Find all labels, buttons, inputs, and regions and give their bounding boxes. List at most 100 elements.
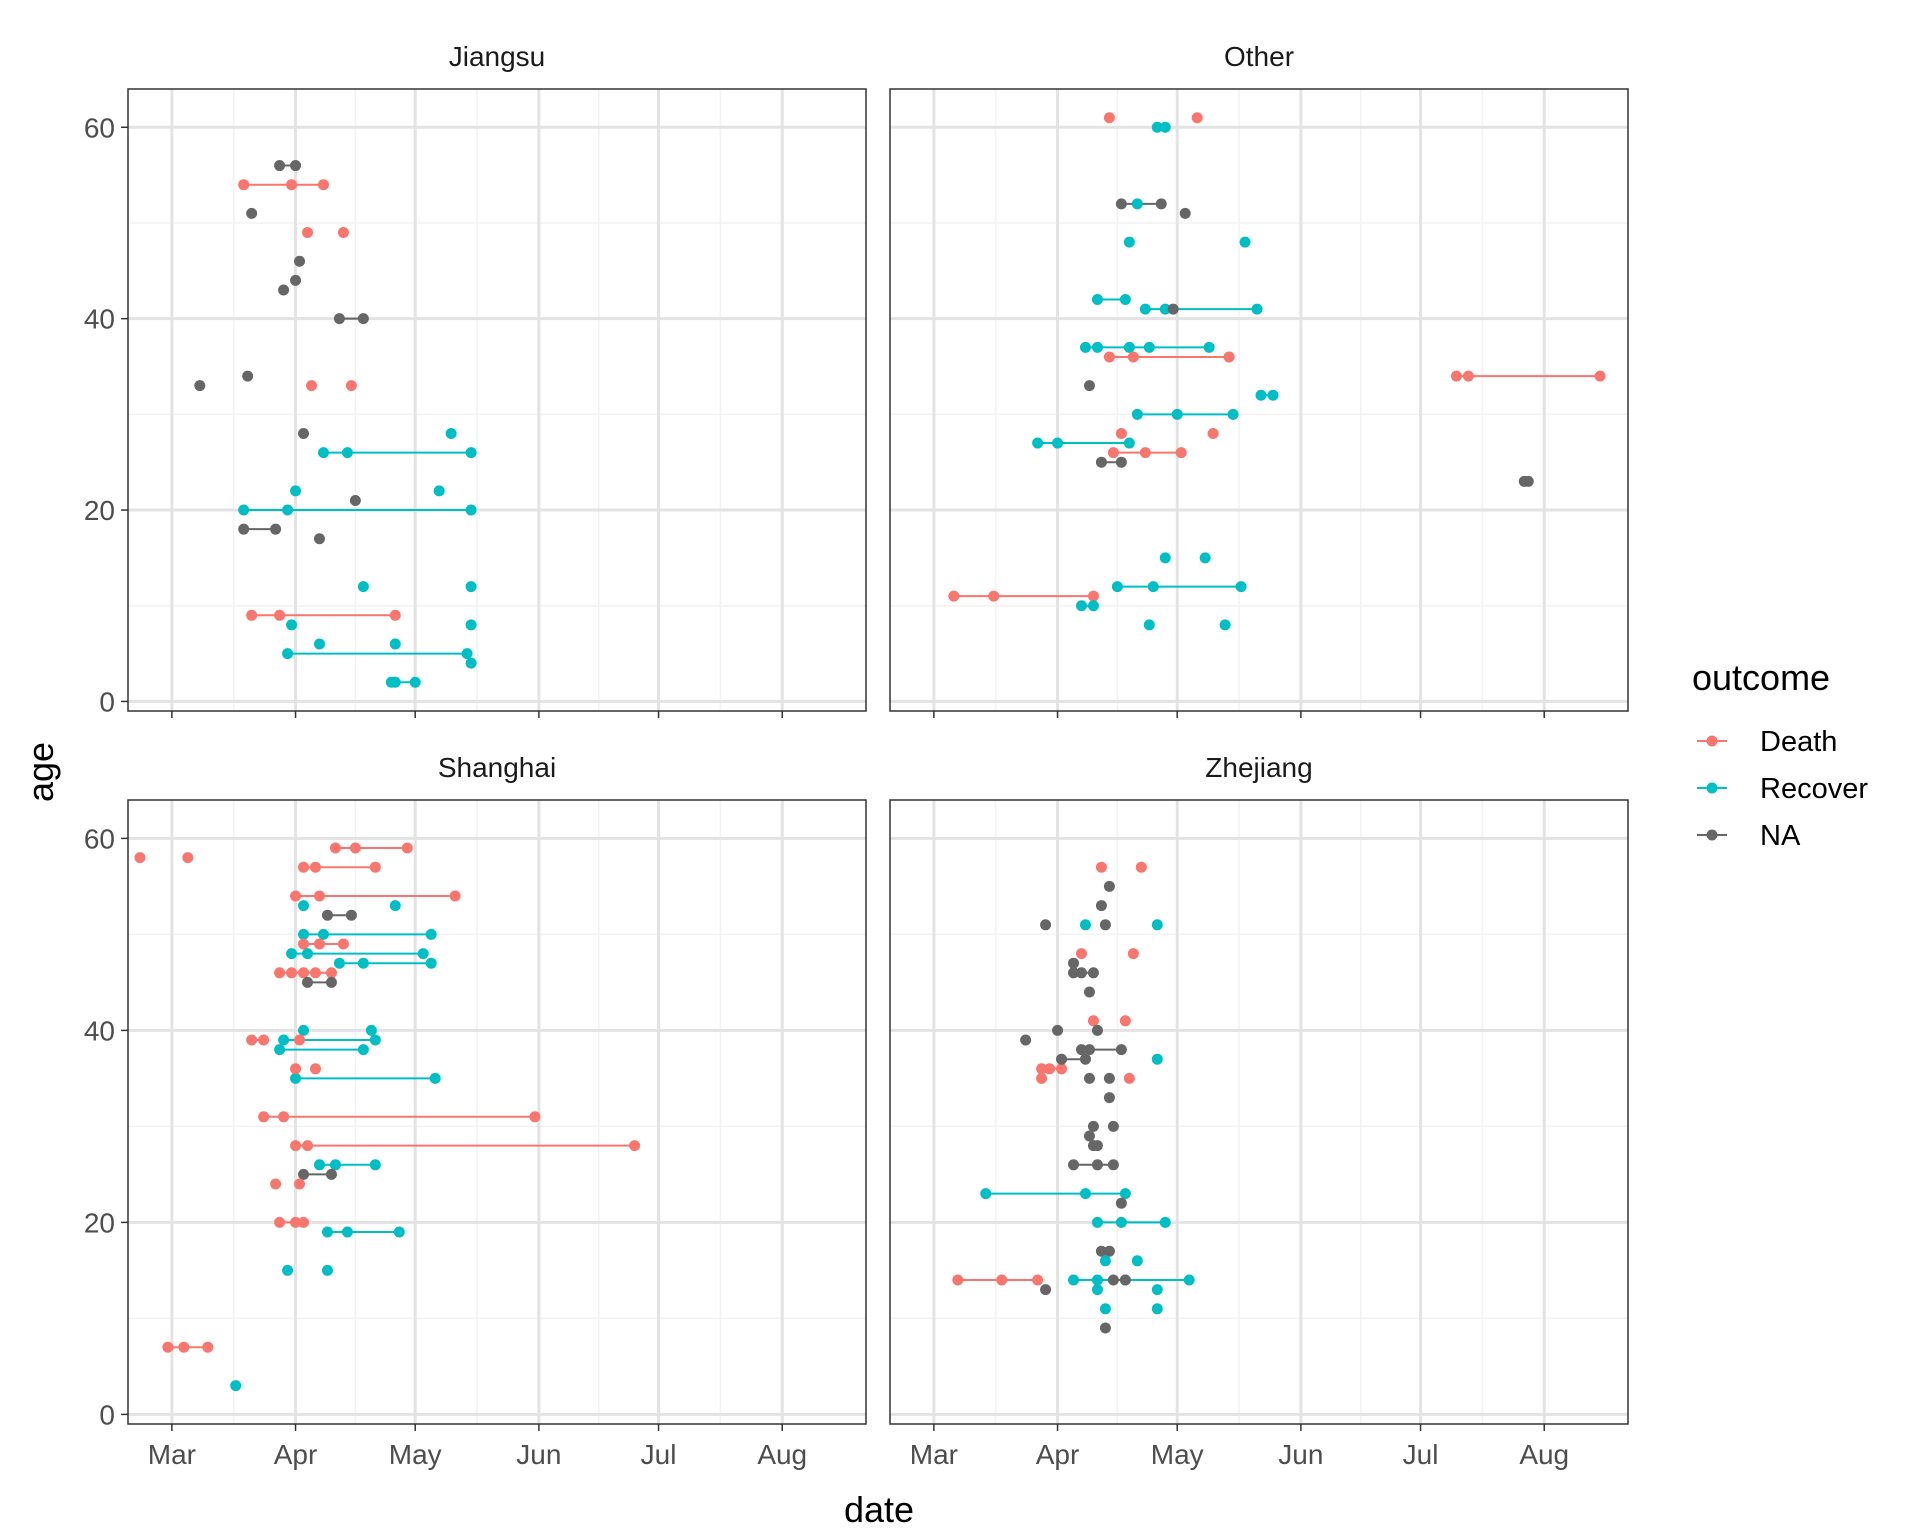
series-group-death-11 bbox=[1107, 447, 1187, 459]
series-group-na-24 bbox=[1052, 1024, 1064, 1036]
data-point-na-5-2 bbox=[1107, 1159, 1119, 1171]
data-point-death-6-2 bbox=[389, 609, 401, 621]
data-point-recover-3-1 bbox=[341, 447, 353, 459]
series-group-na-5 bbox=[1068, 1159, 1119, 1171]
data-point-death-11-0 bbox=[1107, 447, 1119, 459]
data-point-recover-3-1 bbox=[1091, 1274, 1103, 1286]
data-point-death-3-2 bbox=[449, 890, 461, 902]
series-group-recover-5 bbox=[1139, 303, 1263, 315]
facets-layer: Jiangsu 0 20 40 60 Other Shanghai 0 20 40 60 Mar Apr… bbox=[84, 41, 1629, 1470]
data-point-death-9-3 bbox=[309, 967, 321, 979]
data-point-na-16-0 bbox=[1099, 919, 1111, 931]
data-point-na-4-0 bbox=[321, 909, 333, 921]
series-group-recover-27 bbox=[1199, 552, 1211, 564]
series-group-na-32 bbox=[1103, 1092, 1115, 1104]
series-group-na-18 bbox=[298, 1168, 337, 1180]
data-point-death-1-1 bbox=[1462, 370, 1474, 382]
data-point-recover-17-0 bbox=[1151, 919, 1163, 931]
data-point-recover-4-2 bbox=[465, 504, 477, 516]
data-point-death-11-0 bbox=[1135, 861, 1147, 873]
data-point-death-0-0 bbox=[162, 1341, 174, 1353]
data-point-death-2-2 bbox=[369, 861, 381, 873]
series-group-na-34 bbox=[1107, 1120, 1119, 1132]
series-group-recover-14 bbox=[1075, 600, 1099, 612]
series-group-na-21 bbox=[1083, 380, 1095, 392]
series-group-death-2 bbox=[298, 861, 381, 873]
data-point-recover-28-0 bbox=[1143, 619, 1155, 631]
series-group-na-21 bbox=[1083, 986, 1095, 998]
series-group-death-0 bbox=[238, 179, 329, 191]
data-point-death-3-0 bbox=[290, 890, 302, 902]
series-group-death-15 bbox=[258, 1111, 541, 1123]
data-point-na-6-2 bbox=[1087, 967, 1099, 979]
data-point-recover-7-0 bbox=[1079, 341, 1091, 353]
data-point-death-2-0 bbox=[298, 861, 310, 873]
x-axis-title: date bbox=[844, 1489, 914, 1530]
series-group-na-12 bbox=[294, 255, 306, 267]
series-group-na-23 bbox=[349, 494, 361, 506]
series-group-death-10 bbox=[1095, 861, 1107, 873]
data-point-death-6-2 bbox=[337, 938, 349, 950]
data-point-death-1-2 bbox=[1594, 370, 1606, 382]
data-point-recover-17-2 bbox=[369, 1159, 381, 1171]
x-tick-label-jun: Jun bbox=[516, 1439, 561, 1470]
data-point-death-15-0 bbox=[258, 1111, 270, 1123]
data-point-death-21-0 bbox=[134, 852, 146, 864]
data-point-na-24-0 bbox=[313, 533, 325, 545]
data-point-death-7-0 bbox=[1036, 1063, 1048, 1075]
data-point-recover-19-0 bbox=[1123, 236, 1135, 248]
data-point-recover-17-1 bbox=[1159, 121, 1171, 133]
data-point-recover-10-0 bbox=[1032, 437, 1044, 449]
data-point-recover-34-0 bbox=[230, 1380, 242, 1392]
data-point-na-8-0 bbox=[1056, 1053, 1068, 1065]
series-group-death-3 bbox=[290, 890, 461, 902]
series-group-recover-33 bbox=[321, 1264, 333, 1276]
panel-border-shanghai bbox=[127, 799, 867, 1425]
series-group-recover-25 bbox=[357, 581, 369, 593]
data-point-na-8-1 bbox=[1079, 1053, 1091, 1065]
series-group-na-1 bbox=[274, 160, 302, 172]
series-group-recover-30 bbox=[389, 638, 401, 650]
data-point-recover-32-0 bbox=[282, 1264, 294, 1276]
data-point-na-12-0 bbox=[1103, 880, 1115, 892]
series-group-recover-3 bbox=[317, 447, 477, 459]
data-point-death-16-2 bbox=[629, 1140, 641, 1152]
series-group-na-18 bbox=[1179, 207, 1191, 219]
series-group-na-19 bbox=[298, 427, 310, 439]
data-point-na-20-0 bbox=[1068, 957, 1080, 969]
data-point-recover-8-2 bbox=[425, 957, 437, 969]
y-tick-label-40: 40 bbox=[84, 1015, 115, 1046]
data-point-na-1-1 bbox=[290, 160, 302, 172]
data-point-death-19-2 bbox=[298, 1216, 310, 1228]
series-group-death-1 bbox=[1450, 370, 1606, 382]
series-group-recover-29 bbox=[1219, 619, 1231, 631]
series-group-recover-34 bbox=[230, 1380, 242, 1392]
data-point-recover-27-0 bbox=[1151, 1053, 1163, 1065]
series-group-recover-41 bbox=[1099, 1255, 1111, 1267]
data-point-recover-26-0 bbox=[465, 581, 477, 593]
series-group-na-20 bbox=[1068, 957, 1080, 969]
data-point-recover-20-0 bbox=[1239, 236, 1251, 248]
data-point-death-0-1 bbox=[286, 179, 298, 191]
data-point-death-1-0 bbox=[329, 842, 341, 854]
data-point-na-4-2 bbox=[1115, 1044, 1127, 1056]
data-point-death-16-1 bbox=[302, 1140, 314, 1152]
series-group-na-15 bbox=[242, 370, 254, 382]
panel-background-jiangsu bbox=[128, 89, 866, 711]
series-group-na-39 bbox=[1095, 1245, 1107, 1257]
data-point-recover-1-1 bbox=[1079, 1188, 1091, 1200]
series-group-recover-22 bbox=[433, 485, 445, 497]
data-point-recover-42-0 bbox=[1131, 1255, 1143, 1267]
series-group-recover-17 bbox=[313, 1159, 381, 1171]
data-point-na-13-0 bbox=[290, 274, 302, 286]
data-point-death-19-0 bbox=[1127, 948, 1139, 960]
data-point-recover-27-0 bbox=[1199, 552, 1211, 564]
facet-other: Other bbox=[889, 41, 1629, 718]
data-point-death-0-2 bbox=[202, 1341, 214, 1353]
data-point-recover-17-0 bbox=[313, 1159, 325, 1171]
data-point-recover-5-1 bbox=[1159, 303, 1171, 315]
data-point-recover-25-0 bbox=[357, 581, 369, 593]
data-point-recover-26-0 bbox=[365, 1024, 377, 1036]
data-point-recover-10-1 bbox=[1052, 437, 1064, 449]
